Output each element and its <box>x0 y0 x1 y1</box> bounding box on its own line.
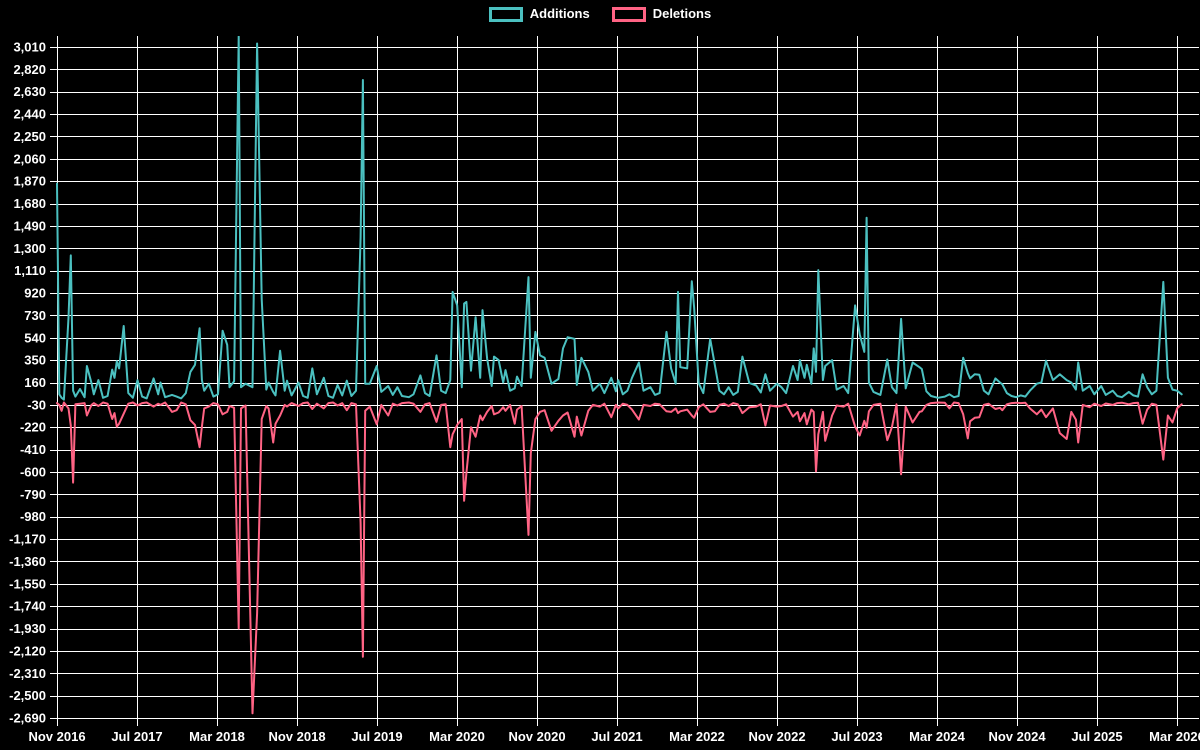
svg-text:Mar 2022: Mar 2022 <box>669 729 725 744</box>
legend-item-deletions[interactable]: Deletions <box>611 6 712 22</box>
svg-text:Jul 2021: Jul 2021 <box>591 729 642 744</box>
svg-text:160: 160 <box>24 375 46 390</box>
svg-text:1,680: 1,680 <box>13 196 46 211</box>
svg-text:2,820: 2,820 <box>13 62 46 77</box>
svg-text:-1,360: -1,360 <box>9 554 46 569</box>
svg-text:-980: -980 <box>20 509 46 524</box>
deletions-swatch-icon <box>611 6 646 22</box>
svg-text:1,300: 1,300 <box>13 241 46 256</box>
svg-text:Nov 2016: Nov 2016 <box>28 729 85 744</box>
legend-item-additions[interactable]: Additions <box>488 6 590 22</box>
svg-text:1,870: 1,870 <box>13 174 46 189</box>
svg-text:920: 920 <box>24 286 46 301</box>
svg-text:Nov 2024: Nov 2024 <box>988 729 1046 744</box>
svg-text:-1,170: -1,170 <box>9 532 46 547</box>
svg-text:1,490: 1,490 <box>13 218 46 233</box>
svg-text:350: 350 <box>24 353 46 368</box>
svg-text:-30: -30 <box>27 397 46 412</box>
svg-text:-1,550: -1,550 <box>9 576 46 591</box>
additions-line <box>56 36 1183 401</box>
svg-text:2,060: 2,060 <box>13 151 46 166</box>
svg-text:-220: -220 <box>20 420 46 435</box>
legend-label-additions: Additions <box>529 6 590 21</box>
chart-legend: Additions Deletions <box>0 6 1200 22</box>
svg-text:-2,690: -2,690 <box>9 711 46 726</box>
svg-text:-410: -410 <box>20 442 46 457</box>
deletions-line <box>56 401 1183 715</box>
legend-label-deletions: Deletions <box>652 6 712 21</box>
svg-text:1,110: 1,110 <box>14 263 46 278</box>
svg-text:Jul 2019: Jul 2019 <box>351 729 402 744</box>
svg-text:-2,120: -2,120 <box>9 643 46 658</box>
svg-text:Mar 2018: Mar 2018 <box>189 729 245 744</box>
svg-text:Nov 2020: Nov 2020 <box>508 729 565 744</box>
svg-text:Nov 2022: Nov 2022 <box>748 729 805 744</box>
svg-text:3,010: 3,010 <box>13 40 46 55</box>
svg-text:2,250: 2,250 <box>13 129 46 144</box>
svg-text:730: 730 <box>24 308 46 323</box>
gridlines <box>50 36 1199 726</box>
svg-text:540: 540 <box>24 330 46 345</box>
svg-text:Mar 2024: Mar 2024 <box>909 729 965 744</box>
svg-text:Jul 2017: Jul 2017 <box>111 729 162 744</box>
svg-text:-1,740: -1,740 <box>9 599 46 614</box>
svg-text:2,630: 2,630 <box>13 84 46 99</box>
svg-text:-600: -600 <box>20 464 46 479</box>
svg-text:-790: -790 <box>20 487 46 502</box>
svg-text:Nov 2018: Nov 2018 <box>268 729 325 744</box>
svg-text:-2,500: -2,500 <box>9 688 46 703</box>
svg-text:Mar 2020: Mar 2020 <box>429 729 485 744</box>
svg-text:2,440: 2,440 <box>13 107 46 122</box>
x-axis-labels: Nov 2016 Jul 2017 Mar 2018 Nov 2018 Jul 2019… <box>28 729 1200 744</box>
svg-text:-1,930: -1,930 <box>9 621 46 636</box>
y-axis-labels: 3,010 2,820 2,630 2,440 2,250 2,060 1,870 1,680… <box>9 40 46 726</box>
svg-text:Jul 2025: Jul 2025 <box>1071 729 1122 744</box>
additions-swatch-icon <box>488 6 523 22</box>
svg-text:-2,310: -2,310 <box>9 666 46 681</box>
svg-text:Mar 2026: Mar 2026 <box>1149 729 1200 744</box>
svg-text:Jul 2023: Jul 2023 <box>831 729 882 744</box>
